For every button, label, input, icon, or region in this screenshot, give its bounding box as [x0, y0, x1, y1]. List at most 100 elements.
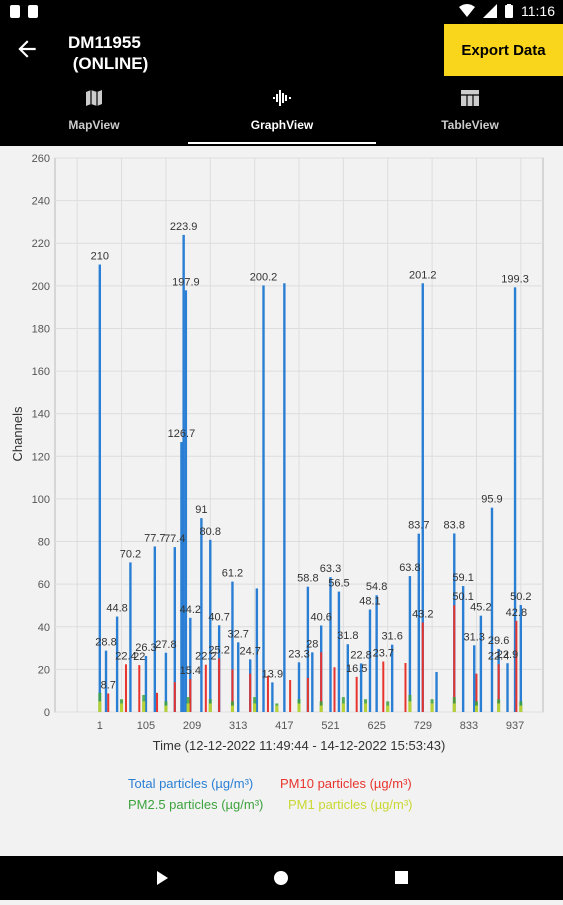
- data-label: 63.8: [399, 562, 420, 574]
- data-label: 50.1: [452, 591, 473, 603]
- series-3-bar: [341, 703, 345, 712]
- data-label: 54.8: [366, 581, 387, 593]
- series-0-bar: [311, 652, 314, 712]
- series-0-bar: [144, 655, 148, 712]
- home-circle-icon[interactable]: [274, 871, 288, 885]
- series-1-bar: [289, 680, 292, 712]
- export-data-button[interactable]: Export Data: [444, 24, 563, 76]
- x-tick-label: 521: [321, 720, 339, 732]
- data-label: 77.4: [164, 533, 185, 545]
- series-0-bar: [98, 264, 102, 712]
- data-label: 45.2: [470, 602, 491, 614]
- data-label: 210: [91, 251, 109, 263]
- y-tick-label: 20: [38, 664, 50, 676]
- particles-chart[interactable]: 210 223.9 197.9 200.2 201.2 199.3 126.7 91 80.8 7…: [0, 146, 563, 856]
- series-1-bar: [382, 661, 385, 712]
- data-label: 15.4: [180, 665, 201, 677]
- data-label: 22.9: [497, 649, 518, 661]
- y-tick-label: 200: [32, 281, 50, 293]
- series-3-bar: [120, 703, 124, 712]
- series-0-bar: [164, 652, 168, 712]
- back-arrow-icon[interactable]: [14, 36, 40, 62]
- y-tick-label: 240: [32, 196, 50, 208]
- series-0-bar: [346, 644, 349, 712]
- data-label: 199.3: [501, 273, 529, 285]
- data-label: 28.8: [95, 637, 116, 649]
- data-label: 22.4: [115, 650, 136, 662]
- x-tick-label: 625: [367, 720, 385, 732]
- y-tick-label: 80: [38, 537, 50, 549]
- series-0-bar: [461, 586, 465, 712]
- series-1-bar: [266, 675, 269, 712]
- series-0-bar: [189, 617, 192, 712]
- data-label: 29.6: [488, 635, 509, 647]
- series-0-bar: [359, 663, 363, 712]
- data-label: 80.8: [200, 526, 221, 538]
- series-0-bar: [173, 547, 176, 712]
- legend-pm10: PM10 particles (µg/m³): [280, 776, 412, 791]
- series-0-bar: [153, 546, 157, 712]
- data-label: 61.2: [222, 568, 243, 580]
- data-label: 197.9: [172, 276, 200, 288]
- signal-icon: [483, 4, 497, 18]
- series-0-bar: [184, 290, 188, 712]
- x-tick-label: 105: [137, 720, 155, 732]
- data-label: 26.3: [135, 642, 156, 654]
- data-label: 43.2: [412, 609, 433, 621]
- series-1-bar: [156, 692, 159, 712]
- series-3-bar: [364, 703, 368, 712]
- recents-square-icon[interactable]: [395, 871, 408, 884]
- y-tick-label: 40: [38, 622, 50, 634]
- data-label: 25.2: [208, 644, 229, 656]
- data-label: 22: [133, 651, 145, 663]
- series-1-bar: [475, 673, 478, 712]
- x-tick-label: 1: [97, 720, 103, 732]
- back-triangle-icon[interactable]: [157, 871, 168, 885]
- tab-graphview[interactable]: GraphView: [188, 82, 376, 144]
- data-label: 31.6: [381, 631, 402, 643]
- y-tick-label: 120: [32, 451, 50, 463]
- data-label: 8.7: [101, 679, 116, 691]
- series-3-bar: [430, 703, 434, 712]
- data-label: 77.7: [144, 532, 165, 544]
- series-1-bar: [333, 667, 336, 712]
- data-label: 91: [195, 504, 207, 516]
- chart-data-labels: 210 223.9 197.9 200.2 201.2 199.3 126.7 91 80.8 7…: [91, 221, 532, 692]
- data-label: 31.3: [464, 631, 485, 643]
- data-label: 40.6: [310, 611, 331, 623]
- y-tick-label: 140: [32, 409, 50, 421]
- table-icon: [461, 90, 479, 106]
- series-1-bar: [124, 664, 127, 712]
- data-label: 13.9: [262, 668, 283, 680]
- series-3-bar: [208, 703, 212, 712]
- data-label: 95.9: [481, 494, 502, 506]
- series-3-bar: [98, 701, 102, 712]
- series-0-bar: [306, 586, 310, 712]
- data-label: 56.5: [328, 578, 349, 590]
- series-3-bar: [142, 701, 146, 712]
- series-0-bar: [490, 507, 494, 712]
- data-label: 50.2: [510, 591, 531, 603]
- series-0-bar: [375, 595, 378, 712]
- graph-icon: [273, 90, 291, 106]
- data-label: 200.2: [250, 271, 278, 283]
- series-1-bar: [404, 662, 407, 712]
- series-1-bar: [138, 665, 141, 712]
- series-1-bar: [515, 620, 518, 712]
- map-icon: [86, 90, 102, 106]
- data-label: 63.3: [320, 563, 341, 575]
- series-0-bar: [513, 287, 517, 712]
- series-1-bar: [421, 622, 424, 712]
- tab-mapview[interactable]: MapView: [0, 82, 188, 144]
- data-label: 201.2: [409, 269, 437, 281]
- series-0-bar: [262, 285, 265, 712]
- x-tick-label: 209: [183, 720, 201, 732]
- tab-label: TableView: [441, 118, 499, 132]
- wifi-icon: [459, 4, 475, 17]
- series-0-bar: [329, 577, 332, 712]
- x-tick-label: 729: [414, 720, 432, 732]
- series-0-bar: [104, 650, 108, 712]
- series-0-bar: [390, 644, 394, 712]
- tab-tableview[interactable]: TableView: [376, 82, 563, 144]
- y-tick-label: 160: [32, 366, 50, 378]
